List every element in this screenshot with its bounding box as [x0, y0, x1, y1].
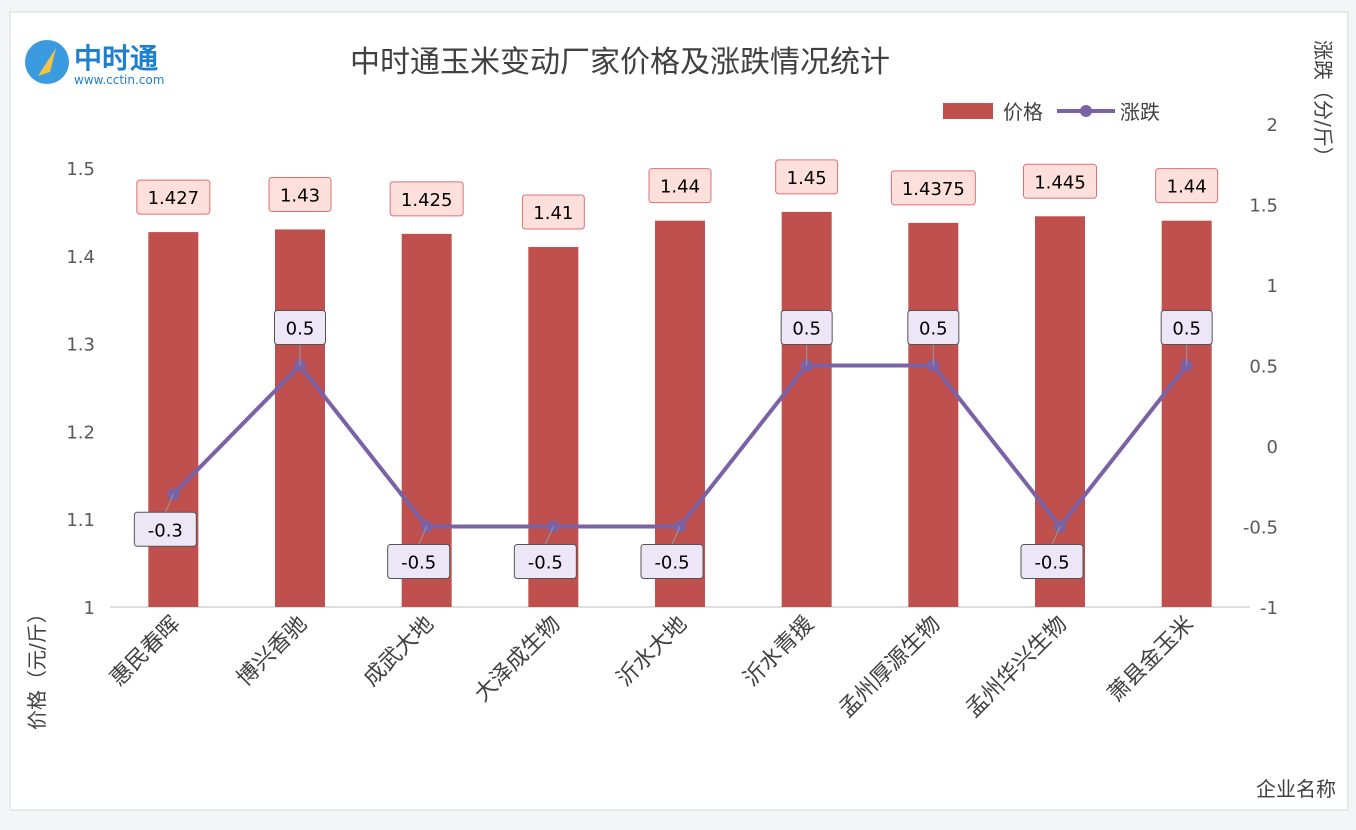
price-label-box	[389, 181, 464, 217]
price-bar	[275, 229, 325, 607]
price-data-label: 1.44	[1167, 177, 1207, 198]
price-data-label: 1.44	[660, 177, 700, 198]
legend-bar-swatch	[943, 103, 993, 119]
y2-tick-label: 0.5	[1249, 357, 1278, 378]
x-axis-label: 企业名称	[1256, 777, 1336, 801]
change-label-box	[133, 511, 197, 547]
price-bar	[781, 211, 832, 607]
price-data-label: 1.425	[401, 190, 453, 211]
price-label-box	[890, 170, 976, 206]
y-tick-label: 1	[84, 598, 95, 619]
y2-tick-label: 1	[1267, 276, 1278, 297]
change-data-label: -0.5	[654, 553, 689, 574]
y2-axis-label: 涨跌（分/斤）	[1311, 40, 1335, 167]
y2-tick-label: 0	[1267, 437, 1278, 458]
change-data-label: -0.5	[401, 553, 436, 574]
change-label-box	[780, 310, 833, 345]
price-label-box	[1023, 163, 1097, 199]
price-label-box	[775, 159, 839, 195]
change-label-box	[274, 310, 326, 345]
change-data-label: -0.3	[148, 520, 183, 541]
legend-label-price: 价格	[1003, 100, 1043, 124]
change-data-label: -0.5	[1034, 553, 1069, 574]
y-tick-label: 1.4	[66, 247, 95, 268]
price-data-label: 1.41	[533, 203, 573, 224]
price-label-box	[648, 168, 712, 204]
legend: 价格 涨跌	[943, 100, 1160, 124]
price-label-box	[136, 179, 211, 215]
logo-url: www.cctin.com	[74, 73, 164, 87]
price-data-label: 1.45	[787, 168, 827, 189]
price-data-label: 1.427	[148, 188, 200, 209]
price-bar	[1035, 216, 1085, 608]
price-data-label: 1.4375	[902, 179, 965, 200]
y2-tick-label: 2	[1267, 115, 1278, 136]
y-tick-label: 1.3	[66, 335, 95, 356]
price-label-box	[1155, 168, 1219, 204]
change-data-label: 0.5	[919, 319, 948, 340]
price-label-box	[521, 194, 585, 230]
change-label-box	[387, 544, 451, 579]
change-label-box	[1020, 544, 1084, 579]
legend-line-swatch	[1080, 105, 1092, 117]
price-label-box	[268, 176, 332, 212]
legend-label-change: 涨跌	[1120, 100, 1160, 124]
y-tick-label: 1.5	[66, 159, 95, 180]
price-bar	[1161, 220, 1212, 607]
change-label-box	[640, 544, 704, 579]
y2-tick-label: 1.5	[1249, 196, 1278, 217]
y-axis-label: 价格（元/斤）	[25, 603, 49, 730]
y-tick-label: 1.2	[66, 422, 95, 443]
y2-tick-label: -1	[1260, 598, 1278, 619]
change-data-label: -0.5	[528, 553, 563, 574]
change-data-label: 0.5	[792, 319, 821, 340]
price-bar	[908, 222, 959, 607]
y2-tick-label: -0.5	[1243, 518, 1278, 539]
price-bar	[148, 232, 199, 607]
change-data-label: 0.5	[1172, 319, 1201, 340]
change-label-box	[907, 310, 960, 345]
change-label-box	[1160, 310, 1213, 345]
y-tick-label: 1.1	[66, 510, 95, 531]
price-data-label: 1.43	[280, 185, 320, 206]
logo-name: 中时通	[74, 42, 158, 75]
logo: 中时通 www.cctin.com	[25, 40, 164, 87]
price-data-label: 1.445	[1034, 172, 1086, 193]
price-bar	[655, 220, 705, 607]
change-data-label: 0.5	[286, 319, 315, 340]
chart-title: 中时通玉米变动厂家价格及涨跌情况统计	[350, 45, 890, 80]
change-label-box	[513, 544, 577, 579]
